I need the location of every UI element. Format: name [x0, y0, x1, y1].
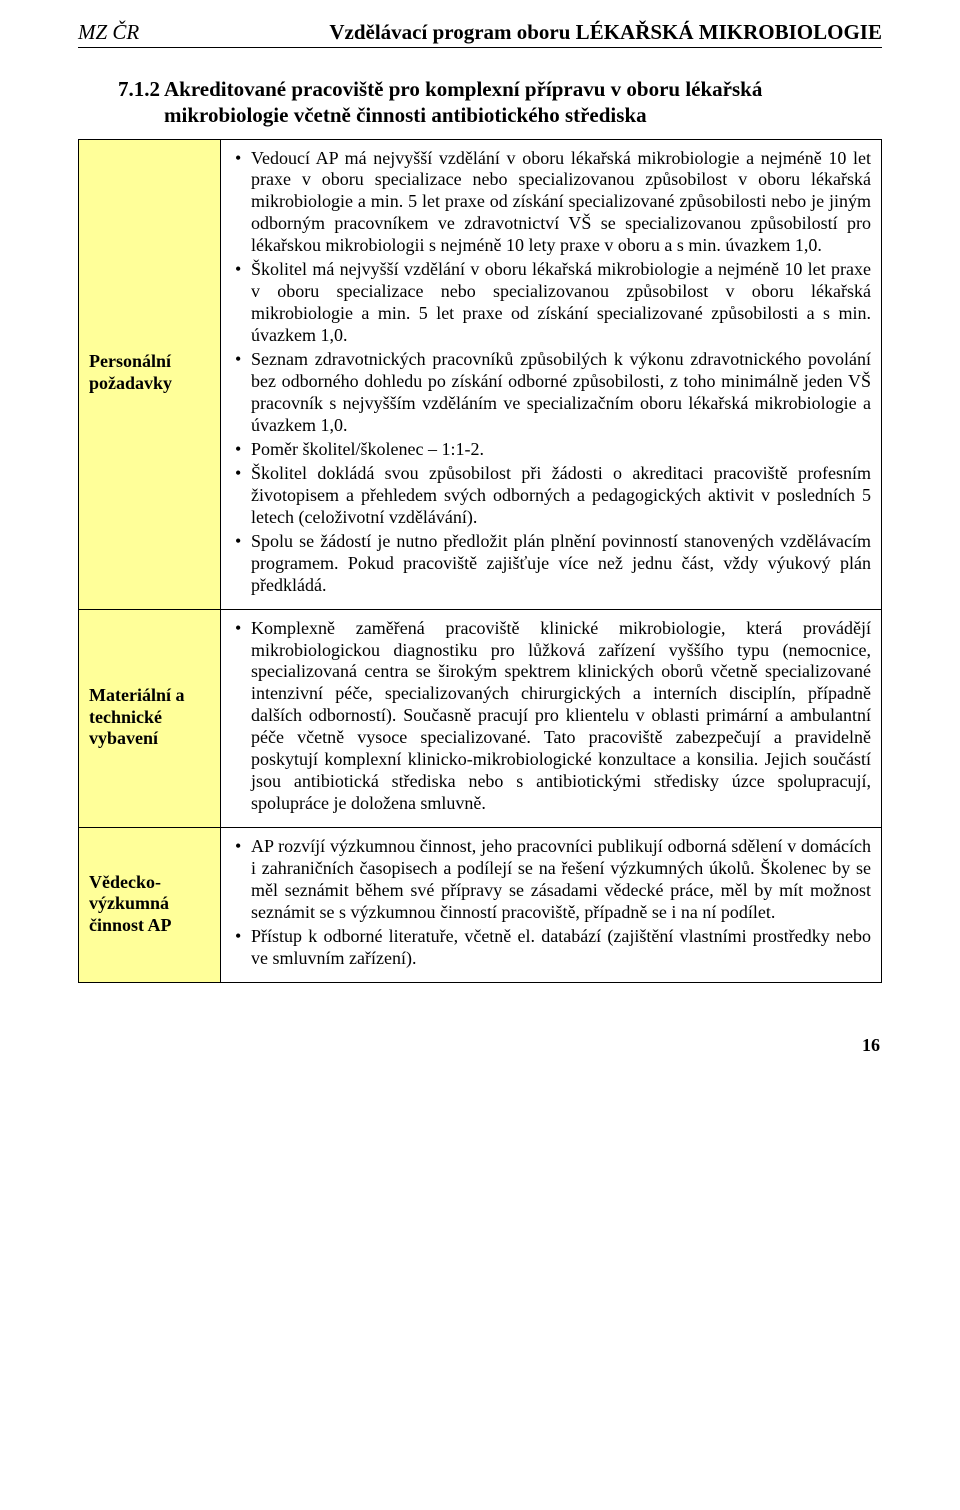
bullet-item: Školitel má nejvyšší vzdělání v oboru lé…	[231, 259, 871, 347]
section-title: Akreditované pracoviště pro komplexní př…	[164, 76, 882, 129]
row-content: Vedoucí AP má nejvyšší vzdělání v oboru …	[221, 139, 882, 609]
table-row: Personální požadavkyVedoucí AP má nejvyš…	[79, 139, 882, 609]
bullet-item: Poměr školitel/školenec – 1:1-2.	[231, 439, 871, 461]
section-heading: 7.1.2 Akreditované pracoviště pro komple…	[118, 76, 882, 129]
bullet-item: Spolu se žádostí je nutno předložit plán…	[231, 531, 871, 597]
page-number: 16	[78, 1035, 882, 1056]
page: MZ ČR Vzdělávací program oboru LÉKAŘSKÁ …	[0, 0, 960, 1056]
table-row: Materiální a technické vybaveníKomplexně…	[79, 609, 882, 828]
table-row: Vědecko-výzkumná činnost APAP rozvíjí vý…	[79, 828, 882, 983]
row-content: AP rozvíjí výzkumnou činnost, jeho praco…	[221, 828, 882, 983]
row-label: Vědecko-výzkumná činnost AP	[79, 828, 221, 983]
header-left: MZ ČR	[78, 20, 139, 45]
row-label: Materiální a technické vybavení	[79, 609, 221, 828]
header-right: Vzdělávací program oboru LÉKAŘSKÁ MIKROB…	[329, 20, 882, 45]
bullet-item: Školitel dokládá svou způsobilost při žá…	[231, 463, 871, 529]
bullet-item: Seznam zdravotnických pracovníků způsobi…	[231, 349, 871, 437]
section-number: 7.1.2	[118, 76, 164, 129]
requirements-table: Personální požadavkyVedoucí AP má nejvyš…	[78, 139, 882, 983]
bullet-list: Komplexně zaměřená pracoviště klinické m…	[231, 618, 871, 816]
row-label: Personální požadavky	[79, 139, 221, 609]
bullet-item: Přístup k odborné literatuře, včetně el.…	[231, 926, 871, 970]
bullet-item: Vedoucí AP má nejvyšší vzdělání v oboru …	[231, 148, 871, 258]
bullet-item: Komplexně zaměřená pracoviště klinické m…	[231, 618, 871, 816]
row-content: Komplexně zaměřená pracoviště klinické m…	[221, 609, 882, 828]
bullet-item: AP rozvíjí výzkumnou činnost, jeho praco…	[231, 836, 871, 924]
bullet-list: Vedoucí AP má nejvyšší vzdělání v oboru …	[231, 148, 871, 597]
page-header: MZ ČR Vzdělávací program oboru LÉKAŘSKÁ …	[78, 0, 882, 48]
bullet-list: AP rozvíjí výzkumnou činnost, jeho praco…	[231, 836, 871, 970]
